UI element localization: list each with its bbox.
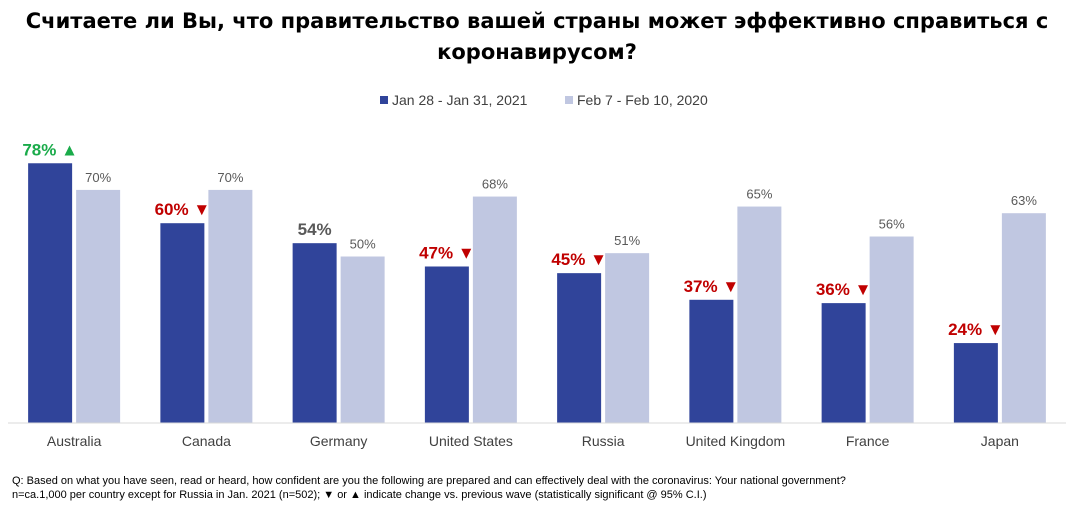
data-label-previous-5: 65% (746, 187, 772, 202)
category-label-2: Germany (310, 433, 368, 449)
data-label-previous-7: 63% (1011, 193, 1037, 208)
chart-title: Считаете ли Вы, что правительство вашей … (25, 9, 1049, 64)
bar-previous-7 (1001, 213, 1046, 423)
data-label-previous-1: 70% (217, 170, 243, 185)
category-label-6: France (846, 433, 890, 449)
bar-current-6 (821, 303, 866, 423)
category-label-0: Australia (47, 433, 102, 449)
legend-label-previous: Feb 7 - Feb 10, 2020 (577, 92, 708, 108)
bar-previous-1 (208, 189, 253, 423)
chart-legend: Jan 28 - Jan 31, 2021 Feb 7 - Feb 10, 202… (380, 92, 708, 108)
legend-swatch-current (380, 96, 388, 104)
data-label-current-0: 78% ▲ (22, 140, 78, 159)
data-label-current-2: 54% (298, 220, 332, 239)
category-label-5: United Kingdom (686, 433, 786, 449)
data-label-current-4: 45% ▼ (551, 250, 607, 269)
footnote-question: Q: Based on what you have seen, read or … (12, 475, 846, 487)
category-label-1: Canada (182, 433, 231, 449)
bar-previous-6 (869, 236, 914, 423)
data-label-current-5: 37% ▼ (684, 277, 740, 296)
bar-previous-4 (605, 253, 650, 423)
data-label-previous-4: 51% (614, 233, 640, 248)
category-label-3: United States (429, 433, 513, 449)
data-label-previous-6: 56% (879, 217, 905, 232)
bar-chart: Jan 28 - Jan 31, 2021 Feb 7 - Feb 10, 202… (8, 92, 1066, 449)
bar-previous-5 (737, 206, 782, 423)
chart-bars (28, 163, 1046, 423)
data-label-current-6: 36% ▼ (816, 280, 872, 299)
bar-current-4 (557, 273, 602, 423)
bar-current-0 (28, 163, 73, 423)
bar-current-5 (689, 299, 734, 423)
bar-current-7 (953, 343, 998, 423)
bar-current-1 (160, 223, 205, 423)
data-label-current-7: 24% ▼ (948, 320, 1004, 339)
bar-previous-3 (472, 196, 517, 423)
data-label-previous-3: 68% (482, 177, 508, 192)
data-label-current-1: 60% ▼ (155, 200, 211, 219)
footnote-sample: n=ca.1,000 per country except for Russia… (12, 489, 707, 501)
legend-label-current: Jan 28 - Jan 31, 2021 (392, 92, 528, 108)
bar-previous-0 (76, 189, 121, 423)
category-label-7: Japan (981, 433, 1019, 449)
chart-labels: 78% ▲ 70% Australia 60% ▼ 70% Canada 54% 50% Ger… (22, 140, 1037, 449)
bar-previous-2 (340, 256, 385, 423)
legend-swatch-previous (565, 96, 573, 104)
bar-current-2 (292, 243, 337, 423)
bar-current-3 (424, 266, 469, 423)
data-label-current-3: 47% ▼ (419, 243, 475, 262)
footnote: Q: Based on what you have seen, read or … (12, 474, 846, 502)
category-label-4: Russia (582, 433, 625, 449)
data-label-previous-2: 50% (350, 237, 376, 252)
data-label-previous-0: 70% (85, 170, 111, 185)
